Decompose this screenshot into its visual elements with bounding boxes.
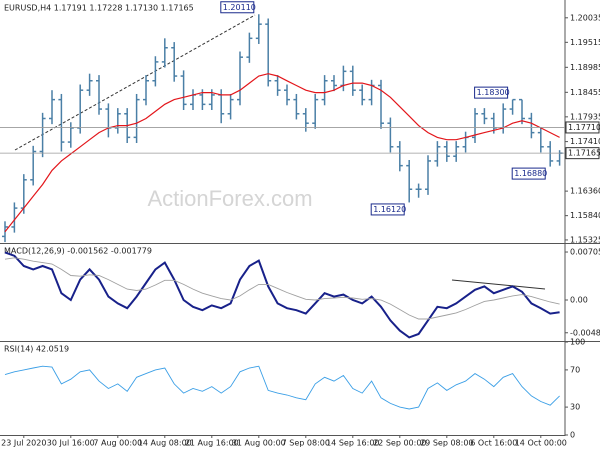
moving-average [4,73,560,233]
y-tick-label: 0 [570,431,575,440]
y-tick-label: 1.18455 [570,88,600,97]
y-tick-label: 70 [570,365,580,374]
x-tick-label: 6 Oct 16:00 [470,439,517,448]
level-box [565,147,600,160]
price-callout [511,167,546,180]
x-tick-label: 22 Sep 00:00 [373,439,426,448]
x-tick-label: 30 Jul 16:00 [47,439,95,448]
x-tick-label: 7 Aug 00:00 [93,439,142,448]
y-tick-label: 100 [570,338,585,347]
x-tick-label: 21 Aug 16:00 [185,439,239,448]
y-tick-label: 0.00 [570,296,588,305]
x-tick-label: 14 Aug 08:00 [138,439,192,448]
divergence-line [451,279,546,290]
price-title: EURUSD,H4 1.17191 1.17228 1.17130 1.1716… [4,4,194,13]
y-tick-label: 1.16360 [570,187,600,196]
indicator-line [4,257,560,320]
price-callout-label: 1.18300 [477,88,510,97]
indicator-line [4,365,560,410]
price-callout [220,1,255,14]
level-label: 1.17710 [568,123,600,132]
y-tick-label: 1.17935 [570,112,600,121]
x-tick-label: 29 Sep 08:00 [420,439,473,448]
price-callout-label: 1.16120 [373,205,406,214]
level-box [565,121,600,134]
price-callout [474,86,509,99]
y-tick-label: -0.004818 [570,328,600,337]
x-tick-label: 14 Oct 00:00 [515,439,567,448]
y-tick-label: 1.15840 [570,211,600,220]
price-callout-label: 1.16880 [514,169,547,178]
x-tick-label: 31 Aug 00:00 [232,439,286,448]
watermark: ActionForex.com [147,186,312,211]
rsi-title: RSI(14) 42.0519 [4,345,69,354]
y-tick-label: 1.15325 [570,235,600,244]
y-tick-label: 1.20035 [570,13,600,22]
y-tick-label: 0.007057 [570,248,600,257]
price-callout [370,203,405,216]
indicator-line [4,251,560,339]
price-callout-label: 1.20110 [223,3,256,12]
y-tick-label: 1.18985 [570,63,600,72]
y-tick-label: 30 [570,403,580,412]
y-tick-label: 1.19515 [570,38,600,47]
x-tick-label: 23 Jul 2020 [1,439,46,448]
x-tick-label: 7 Sep 08:00 [282,439,330,448]
macd-title: MACD(12,26,9) -0.001562 -0.001779 [4,247,152,256]
x-tick-label: 14 Sep 16:00 [326,439,379,448]
level-label: 1.17165 [568,149,600,158]
y-tick-label: 1.17410 [570,137,600,146]
